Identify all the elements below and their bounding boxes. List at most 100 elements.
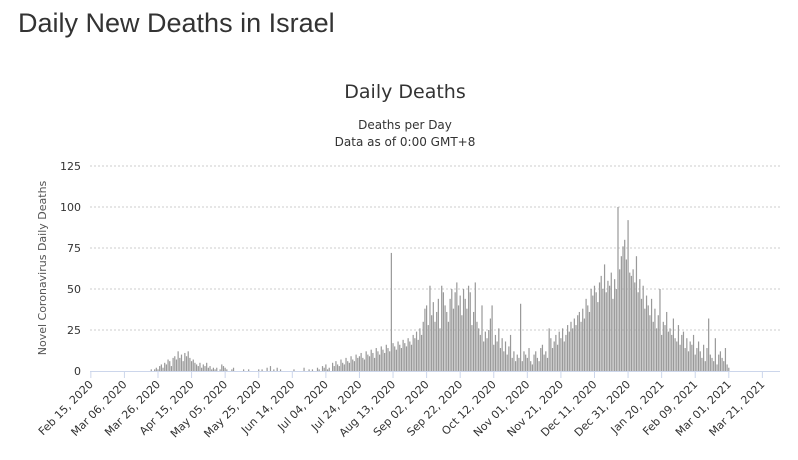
bar xyxy=(340,359,342,371)
chart-subtitle-line-1: Deaths per Day xyxy=(358,118,452,132)
bar xyxy=(619,269,621,371)
bar xyxy=(365,351,367,371)
bar xyxy=(190,361,193,371)
bar xyxy=(390,252,392,371)
bar xyxy=(724,348,727,371)
bar xyxy=(405,346,408,371)
bar xyxy=(550,338,552,371)
bar xyxy=(721,357,723,371)
bar xyxy=(627,220,629,371)
bar xyxy=(177,351,179,371)
bar xyxy=(493,344,495,371)
bar xyxy=(318,369,320,371)
bar xyxy=(358,356,361,371)
bar xyxy=(362,357,364,371)
bar xyxy=(687,351,690,371)
bar xyxy=(293,369,295,371)
bar xyxy=(276,367,278,371)
bar xyxy=(451,289,453,371)
bar xyxy=(459,295,461,371)
bar xyxy=(380,346,382,371)
bar xyxy=(449,298,451,371)
bar xyxy=(400,348,403,371)
bar xyxy=(457,305,460,371)
bar xyxy=(269,366,272,371)
bar xyxy=(525,354,527,371)
bar xyxy=(723,361,725,371)
bar xyxy=(461,315,463,371)
bar xyxy=(484,331,486,371)
bar xyxy=(357,357,359,371)
bar xyxy=(691,344,693,371)
bar xyxy=(395,349,397,371)
bar xyxy=(496,341,498,371)
bar xyxy=(639,279,641,371)
bar xyxy=(170,366,173,371)
bar xyxy=(378,354,381,371)
bar xyxy=(338,366,340,371)
bar xyxy=(634,282,636,371)
bar xyxy=(456,282,458,371)
bar xyxy=(719,351,722,371)
bar xyxy=(632,269,634,371)
bar xyxy=(580,321,582,371)
bar xyxy=(630,275,633,371)
bar xyxy=(592,295,594,371)
bar xyxy=(372,352,374,371)
bar xyxy=(179,357,181,371)
bar xyxy=(150,369,152,371)
bar xyxy=(694,354,696,371)
bar xyxy=(667,331,669,371)
bar xyxy=(708,318,710,371)
bar xyxy=(206,362,208,371)
chart-subtitle-line-2: Data as of 0:00 GMT+8 xyxy=(335,135,476,149)
bar xyxy=(535,351,537,371)
bar xyxy=(489,318,492,371)
bar xyxy=(412,334,414,371)
bar xyxy=(355,354,357,371)
bar xyxy=(436,311,438,371)
bar xyxy=(657,315,659,371)
bar xyxy=(311,369,314,371)
bar xyxy=(387,348,389,371)
y-tick-label: 0 xyxy=(74,365,81,378)
bar xyxy=(703,344,705,371)
bar xyxy=(167,359,169,371)
bar xyxy=(180,354,183,371)
bar xyxy=(219,369,221,371)
bar xyxy=(479,334,481,371)
bar xyxy=(224,367,226,371)
bar xyxy=(331,362,334,371)
bar xyxy=(555,334,557,371)
bar xyxy=(172,357,174,371)
bar xyxy=(399,344,401,371)
y-tick-label: 100 xyxy=(60,201,81,214)
bar xyxy=(650,298,653,371)
bar xyxy=(419,328,421,371)
bar-series xyxy=(150,207,730,371)
bar xyxy=(196,364,198,371)
bar xyxy=(214,369,216,371)
bar xyxy=(563,341,565,371)
bar xyxy=(640,298,643,371)
bar xyxy=(174,356,176,371)
bar xyxy=(612,298,614,371)
bar xyxy=(686,338,688,371)
bar xyxy=(308,369,310,371)
bar xyxy=(471,325,473,371)
bar xyxy=(674,338,676,371)
bar xyxy=(384,352,386,371)
bar xyxy=(662,321,664,371)
bar xyxy=(575,325,577,371)
bar xyxy=(637,292,639,371)
bar xyxy=(570,321,572,371)
bar xyxy=(514,361,517,371)
bar xyxy=(258,369,260,371)
bar xyxy=(642,285,644,371)
bar xyxy=(644,308,646,371)
bar xyxy=(444,305,446,371)
bar xyxy=(718,354,720,371)
bar xyxy=(204,366,206,371)
bar xyxy=(232,367,235,371)
